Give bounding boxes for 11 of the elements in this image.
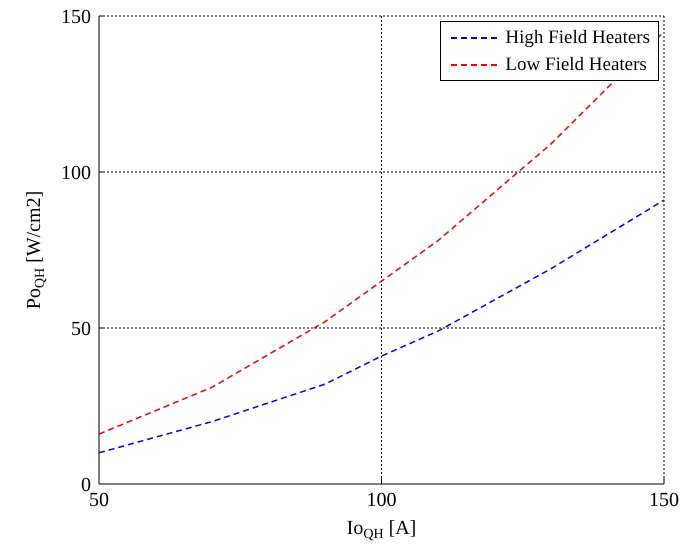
y-tick-label: 150 [61,6,91,28]
line-series [99,199,664,454]
x-axis-title: Io$_{QH}$ [A] [346,517,416,542]
y-tick-label: 100 [61,162,91,184]
x-tick-label: 50 [89,489,109,512]
y-tick-label: 50 [71,318,91,340]
x-tick-label: 100 [366,489,396,512]
x-tick-label: 150 [649,489,679,512]
legend-label: Low Field Heaters [505,53,647,77]
legend-label: High Field Heaters [505,26,650,50]
y-tick-label: 0 [81,474,91,496]
